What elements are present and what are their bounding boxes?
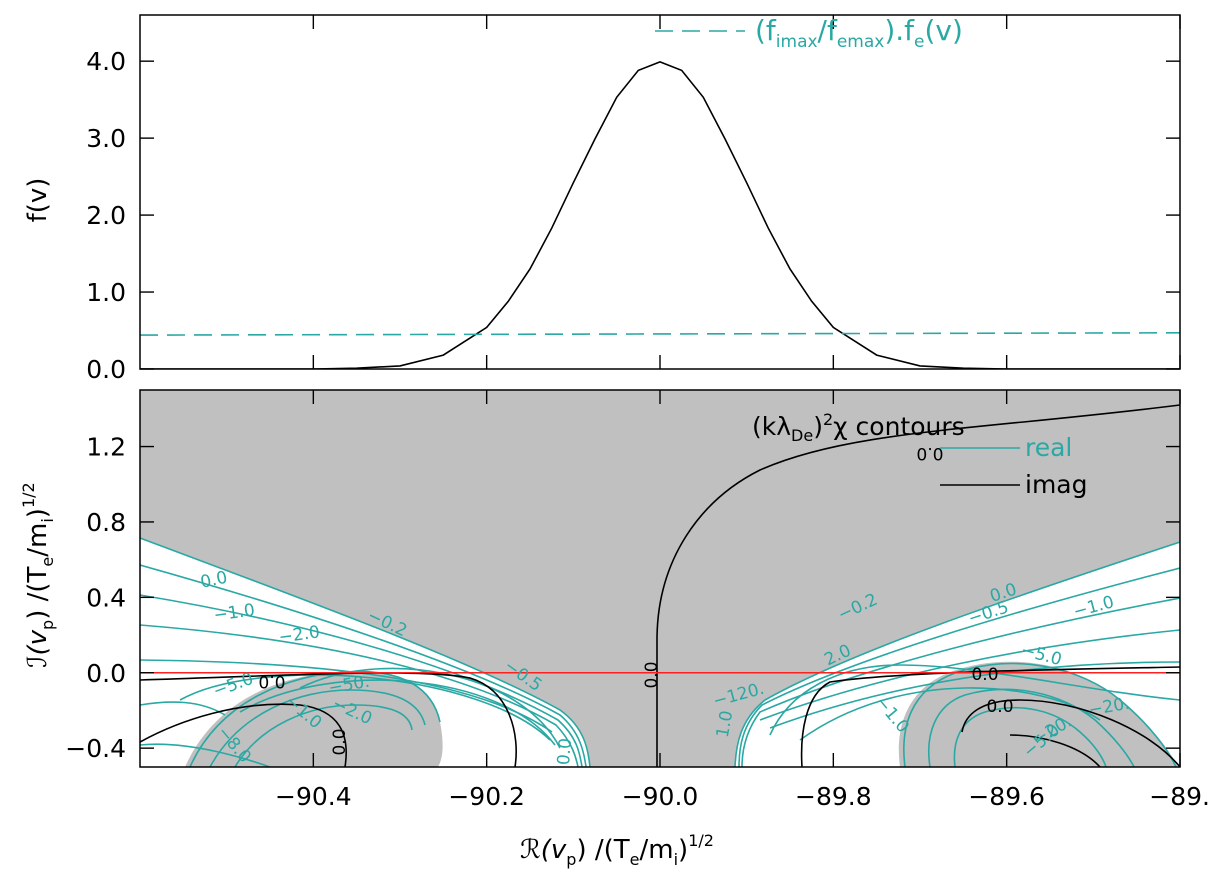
top-panel: 0.0 1.0 2.0 3.0 4.0 f(v) (fimax/femax).fe(v): [23, 14, 1181, 384]
top-y-tick-label: 3.0: [86, 124, 126, 153]
bottom-x-tick-label: −89.6: [968, 782, 1045, 811]
black-contours: [140, 404, 1180, 767]
top-y-tick-label: 4.0: [86, 47, 126, 76]
top-y-axis-label: f(v): [23, 178, 53, 223]
bottom-plot-area: 0.0−1.0−2.0−5.0−0.2−0.5−50.−2.0−1.00.0−0…: [140, 390, 1180, 767]
contour-label-imag: 0.0: [971, 665, 998, 685]
contour-label-real: 0.0: [554, 737, 576, 766]
contour-title-legend: (kλDe)2χ contours real imag: [752, 410, 1088, 499]
top-legend: (fimax/femax).fe(v): [655, 14, 963, 52]
bottom-x-tick-label: −89.8: [795, 782, 872, 811]
bottom-y-tick-label: 1.2: [86, 433, 126, 462]
top-panel-frame: [139, 14, 1181, 370]
contour-label-imag: 0.0: [330, 728, 350, 755]
legend-imag-label: imag: [1025, 470, 1088, 499]
bottom-x-axis-label: ℛ(vp) /(Te/mi)1/2: [520, 831, 714, 869]
bottom-y-tick-label: 0.4: [86, 583, 126, 612]
bottom-x-tick-label: −90.2: [448, 782, 525, 811]
ion-dist-dashed-line: [140, 331, 1180, 336]
top-y-tick-label: 1.0: [86, 278, 126, 307]
bottom-x-tick-label: −90.0: [622, 782, 699, 811]
bottom-y-tick-label: 0.0: [86, 659, 126, 688]
contour-label-real: 1.0: [713, 709, 737, 739]
teal-contours-right: [734, 541, 1180, 767]
bottom-y-tick-label: −0.4: [65, 734, 126, 763]
top-y-ticks: 0.0 1.0 2.0 3.0 4.0: [86, 15, 1181, 384]
bottom-y-axis-label: ℐ(vp) /(Te/mi)1/2: [19, 482, 57, 667]
bottom-x-tick-label: −89.: [1149, 782, 1210, 811]
top-plot-area: [140, 61, 1180, 369]
bottom-y-tick-label: 0.8: [86, 508, 126, 537]
top-legend-label: (fimax/femax).fe(v): [755, 14, 963, 52]
bottom-ticks: −0.4 0.0 0.4 0.8 1.2 −90.4 −90.2 −90.0 −89.8 −89.…: [65, 390, 1210, 811]
top-y-tick-label: 0.0: [86, 355, 126, 384]
top-y-tick-label: 2.0: [86, 201, 126, 230]
contour-label-imag: 0.0: [986, 697, 1013, 717]
contour-label-imag: 0.0: [916, 443, 943, 463]
legend-real-label: real: [1025, 433, 1072, 462]
electron-dist-curve: [140, 61, 1180, 369]
contour-label-imag: 0.0: [642, 661, 662, 688]
contour-title: (kλDe)2χ contours: [752, 410, 965, 445]
bottom-x-tick-label: −90.4: [275, 782, 352, 811]
contour-label-imag: 0.0: [258, 671, 285, 691]
bottom-panel: 0.0−1.0−2.0−5.0−0.2−0.5−50.−2.0−1.00.0−0…: [19, 389, 1210, 869]
